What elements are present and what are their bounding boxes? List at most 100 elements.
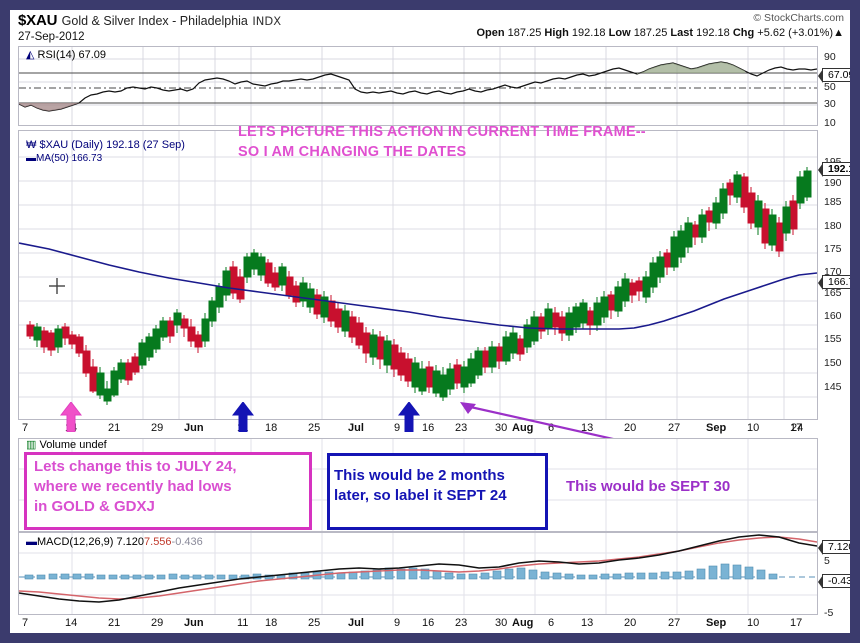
date-tick: 6 xyxy=(548,422,555,434)
last-price-flag: 192.18 xyxy=(817,162,850,177)
bottom-date-axis: 7 14 21 29 Jun 11 18 25 Jul 9 16 23 30 A… xyxy=(18,617,818,633)
date-tick: 25 xyxy=(308,422,321,434)
date-tick: 27 xyxy=(668,422,681,434)
annotation-sept30-text: This would be SEPT 30 xyxy=(566,478,731,495)
date-tick: 25 xyxy=(308,617,321,629)
date-tick: 14 xyxy=(65,617,78,629)
annotation-box-sept24-text: This would be 2 months later, so label i… xyxy=(334,467,507,504)
macd-legend-value3: -0.436 xyxy=(171,536,203,548)
price-tick-185: 185 xyxy=(824,196,842,208)
macd-legend-value1: 7.120 xyxy=(116,536,145,548)
date-tick: 17 xyxy=(790,422,803,434)
price-plot xyxy=(19,131,817,419)
macd-legend: ▬MACD(12,26,9) 7.1207.556-0.436 xyxy=(26,536,203,548)
ma-value-flag: 166.73 xyxy=(817,275,850,290)
date-tick-24: 24 xyxy=(791,422,804,434)
date-tick: 21 xyxy=(108,617,121,629)
macd-plot xyxy=(19,533,817,614)
price-tick-160: 160 xyxy=(824,310,842,322)
date-tick-month: Jun xyxy=(184,422,204,434)
price-tick-175: 175 xyxy=(824,243,842,255)
volume-legend-text: Volume undef xyxy=(39,439,107,451)
date-tick: 16 xyxy=(422,617,435,629)
date-tick: 20 xyxy=(624,422,637,434)
date-tick: 9 xyxy=(394,422,401,434)
chart-canvas: $XAU Gold & Silver Index - Philadelphia … xyxy=(10,10,850,633)
macd-value-flag: 7.120 xyxy=(817,540,850,555)
low-label: Low xyxy=(608,27,631,39)
price-tick-155: 155 xyxy=(824,333,842,345)
rsi-tick-30: 30 xyxy=(824,98,836,110)
date-tick: 7 xyxy=(22,422,29,434)
macd-tick-neg5: -5 xyxy=(824,607,834,619)
date-tick: 13 xyxy=(581,422,594,434)
macd-panel xyxy=(18,532,818,615)
ma-line-icon: ▬ xyxy=(26,153,36,164)
date-tick: 18 xyxy=(265,422,278,434)
chg-label: Chg xyxy=(732,27,755,39)
annotation-headline: LETS PICTURE THIS ACTION IN CURRENT TIME… xyxy=(238,124,646,160)
rsi-legend-text: RSI(14) 67.09 xyxy=(37,49,107,61)
date-tick: 18 xyxy=(265,617,278,629)
date-tick-month: Jun xyxy=(184,617,204,629)
annotation-box-sept24 xyxy=(327,453,548,530)
candlesticks xyxy=(26,167,812,405)
date-tick: 10 xyxy=(747,617,760,629)
date-tick: 7 xyxy=(22,617,29,629)
date-tick-month: Jul xyxy=(348,617,364,629)
date-tick: 13 xyxy=(581,617,594,629)
date-tick-month: Aug xyxy=(512,422,534,434)
volume-icon: ▥ xyxy=(26,439,37,451)
ma50-line xyxy=(19,242,817,330)
rsi-tick-10: 10 xyxy=(824,117,836,129)
macd-tick-5: 5 xyxy=(824,555,830,567)
rsi-icon: ◭ xyxy=(26,49,35,61)
open-label: Open xyxy=(476,27,505,39)
macd-legend-name: MACD(12,26,9) xyxy=(37,536,114,548)
date-tick: 29 xyxy=(151,617,164,629)
last-value: 192.18 xyxy=(696,27,730,39)
chg-direction-icon: ▲ xyxy=(833,27,844,39)
volume-legend: ▥ Volume undef xyxy=(26,438,107,451)
date-tick: 23 xyxy=(455,617,468,629)
price-legend: ₩ $XAU (Daily) 192.18 (27 Sep) xyxy=(26,139,185,151)
price-legend-text: $XAU (Daily) 192.18 (27 Sep) xyxy=(39,139,185,151)
price-panel xyxy=(18,130,818,420)
arrow-pink-may14 xyxy=(60,402,82,432)
quote-bar: Open 187.25 High 192.18 Low 187.25 Last … xyxy=(476,27,844,39)
date-tick: 29 xyxy=(151,422,164,434)
price-tick-150: 150 xyxy=(824,357,842,369)
date-tick-month: Sep xyxy=(706,617,727,629)
quote-date: 27-Sep-2012 xyxy=(18,31,85,43)
rsi-legend: ◭ RSI(14) 67.09 xyxy=(26,48,106,61)
crosshair-marker xyxy=(49,278,65,294)
symbol-label: $XAU xyxy=(18,12,58,29)
date-tick: 6 xyxy=(548,617,555,629)
date-tick-month: Jul xyxy=(348,422,364,434)
date-tick: 30 xyxy=(495,617,508,629)
date-tick: 9 xyxy=(394,617,401,629)
high-label: High xyxy=(544,27,569,39)
rsi-plot xyxy=(19,47,817,125)
macd-line xyxy=(19,534,817,603)
macd-legend-value2: 7.556 xyxy=(144,536,172,548)
stockcharts-credit: © StockCharts.com xyxy=(753,12,844,24)
last-label: Last xyxy=(670,27,694,39)
macd-signal-flag: -0.436 xyxy=(818,574,850,589)
open-value: 187.25 xyxy=(507,27,542,39)
rsi-tick-50: 50 xyxy=(824,81,836,93)
symbol-description: Gold & Silver Index - Philadelphia xyxy=(61,14,248,28)
date-tick: 27 xyxy=(668,617,681,629)
price-tick-190: 190 xyxy=(824,177,842,189)
chart-header: $XAU Gold & Silver Index - Philadelphia … xyxy=(18,12,281,43)
price-tick-180: 180 xyxy=(824,220,842,232)
date-tick: 21 xyxy=(108,422,121,434)
date-tick: 17 xyxy=(790,617,803,629)
macd-histogram xyxy=(24,563,778,580)
date-tick: 30 xyxy=(495,422,508,434)
date-tick: 23 xyxy=(455,422,468,434)
chg-value: +5.62 (+3.01%) xyxy=(757,27,834,39)
date-tick: 20 xyxy=(624,617,637,629)
annotation-box-july24-text: Lets change this to JULY 24, where we re… xyxy=(34,458,237,515)
